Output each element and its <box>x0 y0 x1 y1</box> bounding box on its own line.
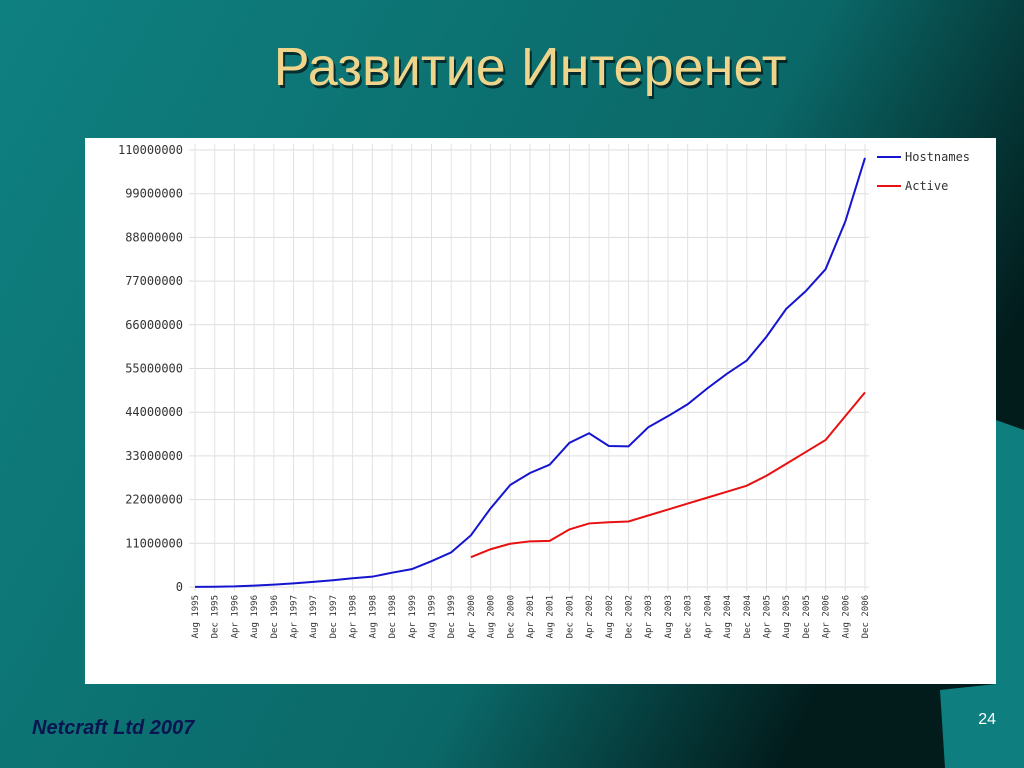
series-line <box>470 391 866 559</box>
footer: Netcraft Ltd 2007 <box>32 717 195 739</box>
x-tick-label: Aug 2003 <box>664 595 674 638</box>
y-tick-label: 66000000 <box>125 318 183 332</box>
x-tick-label: Aug 1995 <box>191 595 201 638</box>
decor <box>940 420 1024 768</box>
page-number: 24 <box>978 711 996 728</box>
y-tick-label: 77000000 <box>125 274 183 288</box>
x-tick-label: Apr 2001 <box>526 595 536 638</box>
x-tick-label: Aug 2001 <box>546 595 556 638</box>
x-tick-label: Dec 2002 <box>625 595 635 638</box>
y-tick-label: 88000000 <box>125 230 183 244</box>
x-tick-label: Aug 2005 <box>782 595 792 638</box>
x-tick-label: Apr 1998 <box>349 595 359 638</box>
title-shadow: Развитие Интеренет <box>276 40 789 100</box>
x-tick-label: Dec 1998 <box>388 595 398 638</box>
y-tick-label: 11000000 <box>125 536 183 550</box>
y-tick-label: 55000000 <box>125 362 183 376</box>
x-tick-label: Dec 2000 <box>506 595 516 638</box>
x-tick-label: Dec 2005 <box>802 595 812 638</box>
x-tick-label: Dec 2006 <box>861 595 871 638</box>
chart-panel <box>85 138 996 684</box>
x-tick-label: Aug 2006 <box>841 595 851 638</box>
x-tick-label: Apr 2006 <box>822 595 832 638</box>
x-tick-label: Dec 1997 <box>329 595 339 638</box>
y-tick-label: 0 <box>176 580 183 594</box>
x-tick-label: Dec 1995 <box>211 595 221 638</box>
x-tick-label: Apr 2000 <box>467 595 477 638</box>
legend-label: Hostnames <box>905 150 970 164</box>
x-tick-label: Aug 1996 <box>250 595 260 638</box>
slide-title: Развитие Интеренет <box>274 37 787 97</box>
x-tick-label: Apr 2002 <box>585 595 595 638</box>
series-line <box>194 157 866 588</box>
x-tick-label: Apr 1999 <box>408 595 418 638</box>
y-tick-label: 22000000 <box>125 493 183 507</box>
y-tick-label: 99000000 <box>125 187 183 201</box>
x-tick-label: Dec 1996 <box>270 595 280 638</box>
x-tick-label: Apr 2004 <box>703 595 713 638</box>
x-tick-label: Aug 2000 <box>487 595 497 638</box>
x-tick-label: Aug 2002 <box>605 595 615 638</box>
y-tick-label: 110000000 <box>118 143 183 157</box>
x-tick-label: Aug 1998 <box>368 595 378 638</box>
y-tick-label: 33000000 <box>125 449 183 463</box>
x-tick-label: Apr 1997 <box>290 595 300 638</box>
x-tick-label: Dec 2003 <box>684 595 694 638</box>
x-tick-label: Aug 2004 <box>723 595 733 638</box>
y-tick-label: 44000000 <box>125 405 183 419</box>
x-tick-label: Aug 1999 <box>427 595 437 638</box>
x-tick-label: Apr 2005 <box>762 595 772 638</box>
legend-label: Active <box>905 179 948 193</box>
x-tick-label: Apr 2003 <box>644 595 654 638</box>
x-tick-label: Dec 2001 <box>565 595 575 638</box>
x-tick-label: Dec 1999 <box>447 595 457 638</box>
x-tick-label: Aug 1997 <box>309 595 319 638</box>
chart: 0 11000000 22000000 33000000 44000000 5500000… <box>118 143 970 638</box>
x-tick-label: Apr 1996 <box>230 595 240 638</box>
x-tick-label: Dec 2004 <box>743 595 753 638</box>
